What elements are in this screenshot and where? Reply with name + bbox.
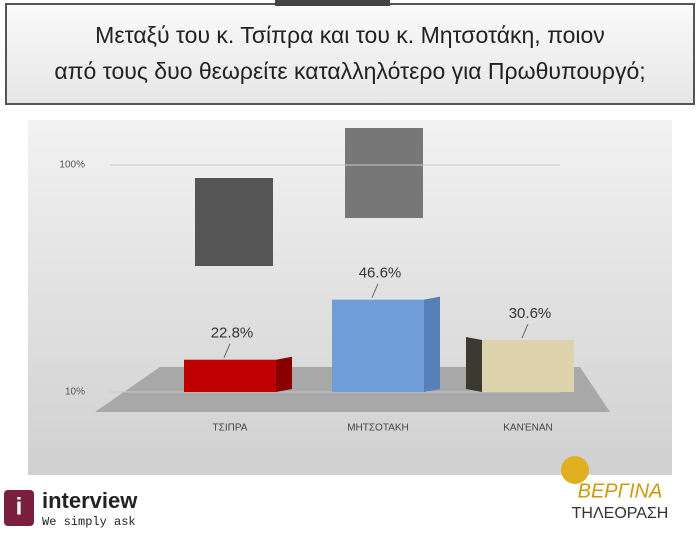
value-label: 46.6% — [359, 265, 402, 282]
bar — [482, 340, 574, 392]
bar-side — [276, 356, 292, 392]
channel-sub: ΤΗΛΕΟΡΑΣΗ — [572, 505, 669, 522]
logo-icon — [4, 490, 34, 526]
brand-name: interview — [42, 488, 138, 513]
value-label: 22.8% — [211, 325, 254, 342]
title-tab — [275, 0, 390, 6]
logo-i: i — [16, 493, 23, 520]
title-box — [5, 3, 695, 105]
x-tick-label: ΚΑΝΈΝΑΝ — [503, 423, 553, 434]
y-tick-label: 100% — [59, 160, 85, 171]
y-tick-label: 10% — [65, 387, 85, 398]
bar — [332, 299, 424, 392]
x-tick-label: ΤΣΙΠΡΑ — [213, 423, 248, 434]
x-tick-label: ΜΗΤΣΟΤΑΚΗ — [347, 423, 409, 434]
label-leader — [371, 283, 379, 298]
chart-title: Μεταξύ του κ. Τσίπρα και του κ. Μητσοτάκ… — [54, 22, 645, 84]
value-label: 30.6% — [509, 305, 552, 322]
label-leader — [223, 343, 231, 358]
brand-tagline: We simply ask — [42, 515, 136, 529]
channel-name: ΒΕΡΓΙΝΑ — [578, 480, 663, 502]
bar-side — [424, 296, 440, 392]
bar — [184, 359, 276, 392]
sun-logo — [561, 456, 589, 484]
bar-side — [466, 337, 482, 392]
photo-mitsotakis — [345, 128, 423, 218]
label-leader — [521, 323, 529, 339]
photo-tsipras — [195, 178, 273, 266]
